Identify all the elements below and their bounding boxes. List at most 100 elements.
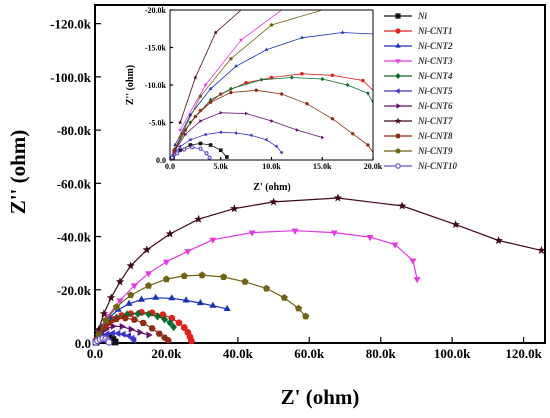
data-point-ni-cnt7 [451, 220, 460, 229]
legend-label: Ni-CNT8 [417, 131, 453, 141]
data-point-ni-cnt7 [537, 246, 546, 254]
data-point-ni-cnt9 [295, 304, 303, 312]
data-point-ni-cnt5 [233, 131, 238, 135]
legend-marker [394, 117, 402, 124]
legend-item-ni-cnt5: Ni-CNT5 [384, 86, 453, 96]
legend-label: Ni-CNT7 [417, 116, 453, 126]
data-point-ni-cnt5 [103, 330, 110, 338]
data-point-ni-cnt7 [269, 197, 278, 206]
legend-item-ni-cnt10: Ni-CNT10 [384, 161, 457, 171]
data-point-ni-cnt3 [116, 298, 124, 305]
legend-marker [395, 13, 401, 19]
data-point-ni-cnt6 [199, 119, 203, 123]
data-point-ni-cnt6 [137, 328, 144, 336]
legend-label: Ni-CNT10 [417, 161, 457, 171]
y-tick-label: -20.0k [57, 283, 92, 298]
data-point-ni-cnt1 [269, 75, 274, 80]
data-point-ni [198, 141, 203, 146]
data-point-ni-cnt9 [112, 303, 120, 311]
data-point-ni-cnt4 [320, 76, 325, 82]
data-point-ni-cnt9 [241, 278, 249, 285]
data-point-ni [111, 338, 119, 346]
data-point-ni-cnt6 [295, 128, 299, 132]
legend-marker [395, 72, 401, 80]
legend-marker [395, 59, 401, 65]
legend-item-ni-cnt4: Ni-CNT4 [384, 71, 453, 81]
data-point-ni-cnt8 [164, 337, 172, 344]
data-point-ni-cnt2 [223, 304, 231, 311]
data-point-ni-cnt3 [184, 249, 192, 256]
data-point-ni-cnt10 [105, 338, 113, 346]
y-tick-label: -5.0k [149, 119, 167, 128]
legend-item-ni-cnt3: Ni-CNT3 [384, 56, 453, 66]
data-point-ni-cnt10 [198, 146, 203, 151]
y-tick-label: 0.0 [156, 156, 166, 165]
data-point-ni-cnt8 [155, 330, 163, 337]
data-point-ni-cnt4 [145, 310, 152, 319]
series-ni-cnt9 [95, 271, 310, 338]
data-point-ni-cnt3 [248, 230, 256, 237]
data-point-ni-cnt5 [119, 330, 126, 338]
x-tick-label: 5.0k [214, 162, 229, 171]
data-point-ni-cnt9 [178, 135, 182, 140]
data-point-ni-cnt7 [126, 261, 135, 270]
data-point-ni-cnt9 [262, 284, 270, 292]
data-point-ni-cnt2 [340, 30, 345, 34]
series-ni-cnt10 [169, 145, 212, 160]
legend-marker [395, 163, 401, 169]
data-point-ni [218, 148, 223, 153]
data-point-ni-cnt8 [366, 143, 370, 147]
series-ni-cnt6 [174, 110, 325, 153]
data-point-ni-cnt2 [300, 35, 304, 39]
inset-series-group [169, 9, 374, 160]
data-point-ni-cnt4 [134, 309, 142, 318]
data-point-ni-cnt4 [345, 82, 350, 88]
main-plot-frame [94, 4, 546, 344]
x-tick-label: 15.0k [313, 162, 332, 171]
legend-marker [395, 133, 401, 139]
data-point-ni-cnt5 [178, 144, 182, 149]
legend-label: Ni-CNT6 [417, 101, 453, 111]
data-point-ni-cnt7 [397, 201, 407, 210]
data-point-ni-cnt7 [494, 236, 503, 245]
data-point-ni-cnt7 [230, 204, 239, 213]
data-point-ni-cnt2 [208, 86, 213, 90]
data-point-ni-cnt2 [137, 295, 145, 302]
data-point-ni-cnt9 [102, 316, 110, 324]
data-point-ni [208, 143, 213, 147]
x-tick-label: 40.0k [223, 346, 254, 361]
series-line-ni-cnt8 [173, 89, 374, 153]
data-point-ni-cnt5 [249, 133, 253, 138]
data-point-ni-cnt2 [168, 294, 176, 301]
data-point-ni-cnt6 [321, 135, 325, 140]
inset-y-ticks: 0.0 -5.0k -10.0k -15.0k -20.0k [145, 6, 173, 165]
main-x-ticks: 0.0 20.0k 40.0k 60.0k 80.0k 100.0k 120.0k [87, 337, 543, 361]
data-point-ni-cnt8 [330, 117, 335, 121]
data-point-ni-cnt9 [180, 272, 188, 279]
data-point-ni-cnt7 [333, 193, 343, 202]
data-point-ni-cnt8 [121, 315, 129, 322]
data-point-ni-cnt6 [270, 119, 274, 123]
data-point-ni-cnt4 [161, 315, 168, 324]
data-point-ni-cnt6 [146, 331, 153, 339]
x-tick-label: 100.0k [434, 346, 471, 361]
data-point-ni-cnt4 [290, 75, 294, 80]
inset-chart: 0.0 5.0k 10.0k 15.0k 20.0k 0.0 -5.0k -10.0k -15… [125, 6, 383, 193]
x-tick-label: 80.0k [366, 346, 397, 361]
data-point-ni-cnt2 [182, 296, 190, 303]
main-x-axis-label: Z' (ohm) [281, 385, 360, 409]
data-point-ni-cnt8 [279, 92, 284, 96]
data-point-ni-cnt2 [173, 142, 177, 147]
data-point-ni-cnt8 [229, 90, 233, 95]
data-point-ni-cnt5 [124, 332, 131, 340]
data-point-ni-cnt1 [180, 324, 188, 331]
series-line-ni-cnt3 [98, 230, 418, 333]
data-point-ni-cnt6 [119, 323, 126, 330]
data-point-ni-cnt10 [204, 151, 209, 156]
data-point-ni-cnt7 [142, 245, 151, 254]
data-point-ni-cnt8 [139, 319, 147, 327]
data-point-ni-cnt4 [166, 318, 174, 327]
data-point-ni-cnt3 [209, 237, 217, 244]
